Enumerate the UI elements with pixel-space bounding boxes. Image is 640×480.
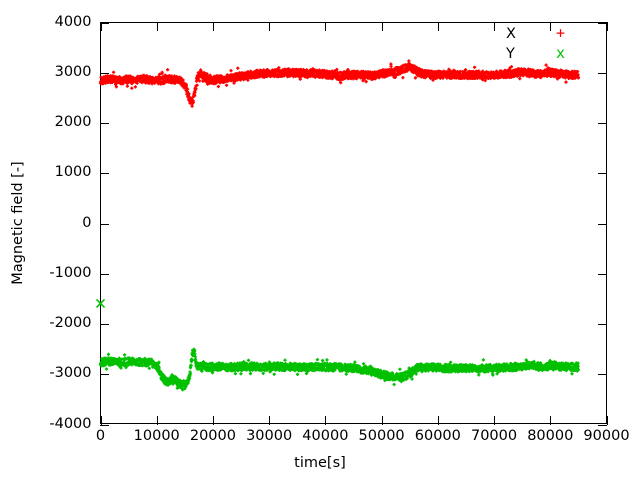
legend-key-x-icon: + <box>556 24 566 42</box>
y-tick-mark <box>100 72 109 74</box>
y-axis-title: Magnetic field [-] <box>10 161 26 285</box>
x-tick-mark <box>606 415 608 425</box>
y-tick-mark-right <box>598 123 607 124</box>
y-tick-mark-right <box>598 424 607 426</box>
x-tick-label: 30000 <box>246 428 293 444</box>
y-tick-mark-right <box>598 324 607 325</box>
y-tick-label: -1000 <box>49 264 92 281</box>
y-tick-mark <box>100 273 109 275</box>
x-tick-mark <box>100 415 102 425</box>
x-tick-mark-top <box>212 22 214 31</box>
y-tick-label: 0 <box>82 214 92 231</box>
y-tick-mark <box>100 374 109 376</box>
y-tick-mark <box>100 173 109 175</box>
x-tick-mark <box>325 415 327 425</box>
y-tick-label: -4000 <box>49 415 92 432</box>
x-tick-mark-top <box>437 22 439 31</box>
y-tick-mark-right <box>598 374 607 376</box>
y-tick-mark-right <box>598 223 607 225</box>
x-tick-mark-top <box>494 22 496 31</box>
x-axis-title: time[s] <box>294 455 346 471</box>
legend-label-x: X <box>506 26 516 42</box>
y-tick-label: 4000 <box>54 13 92 30</box>
y-tick-mark <box>100 223 109 225</box>
x-tick-mark-top <box>606 22 608 31</box>
x-tick-mark <box>156 415 158 425</box>
legend-label-y: Y <box>506 46 515 62</box>
y-tick-label: 3000 <box>54 63 92 80</box>
legend: X + Y x <box>500 26 600 68</box>
x-tick-label: 50000 <box>358 428 405 444</box>
x-tick-label: 0 <box>95 428 106 444</box>
y-tick-mark <box>100 123 109 124</box>
x-tick-label: 70000 <box>470 428 518 444</box>
y-tick-mark <box>100 324 109 325</box>
y-tick-mark <box>100 22 109 24</box>
legend-key-y-icon: x <box>556 44 566 62</box>
x-tick-label: 60000 <box>414 428 461 444</box>
x-tick-label: 10000 <box>133 428 180 444</box>
legend-entry-y: Y x <box>500 46 600 66</box>
y-tick-label: 2000 <box>54 114 92 130</box>
x-tick-mark <box>269 415 271 425</box>
x-tick-mark <box>437 415 439 425</box>
y-tick-mark <box>100 424 109 426</box>
x-tick-mark <box>381 415 383 425</box>
y-tick-mark-right <box>598 72 607 74</box>
x-tick-mark-top <box>381 22 383 31</box>
y-tick-mark-right <box>598 173 607 175</box>
x-tick-label: 40000 <box>302 428 349 444</box>
x-tick-mark-top <box>550 22 552 31</box>
x-tick-mark <box>550 415 552 425</box>
x-tick-mark-top <box>100 22 102 31</box>
legend-entry-x: X + <box>500 26 600 46</box>
x-tick-mark-top <box>269 22 271 31</box>
y-tick-label: 1000 <box>54 164 92 181</box>
y-tick-mark-right <box>598 22 607 24</box>
x-tick-label: 80000 <box>527 428 574 444</box>
x-tick-mark-top <box>156 22 158 31</box>
x-tick-mark <box>212 415 214 425</box>
plot-frame <box>100 22 607 424</box>
x-tick-label: 90000 <box>583 428 630 444</box>
y-tick-mark-right <box>598 273 607 275</box>
y-tick-label: -3000 <box>49 365 92 382</box>
x-tick-mark-top <box>325 22 327 31</box>
x-tick-mark <box>494 415 496 425</box>
y-tick-label: -2000 <box>49 315 92 331</box>
x-tick-label: 20000 <box>189 428 236 444</box>
